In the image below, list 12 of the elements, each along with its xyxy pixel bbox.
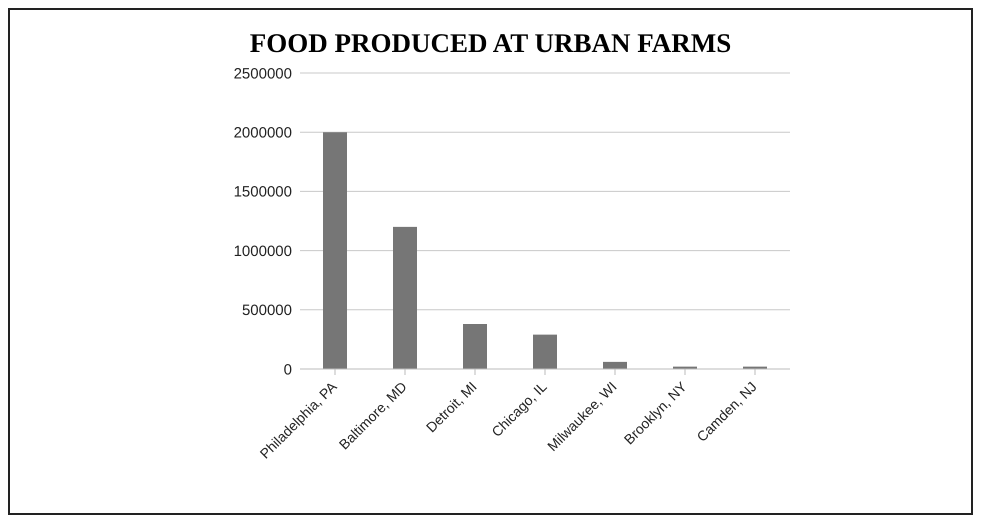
y-tick-label: 2500000 — [234, 65, 292, 82]
chart-title: FOOD PRODUCED AT URBAN FARMS — [248, 28, 732, 59]
y-tick-label: 1500000 — [234, 184, 292, 201]
y-tick-label: 0 — [284, 361, 292, 378]
y-tick-label: 500000 — [242, 302, 292, 320]
bar — [603, 362, 627, 369]
y-tick-label: 1000000 — [234, 242, 292, 260]
bar — [463, 324, 487, 369]
bar — [533, 334, 557, 369]
bar — [323, 132, 347, 369]
bar — [393, 226, 417, 369]
y-tick-label: 2000000 — [234, 124, 292, 142]
